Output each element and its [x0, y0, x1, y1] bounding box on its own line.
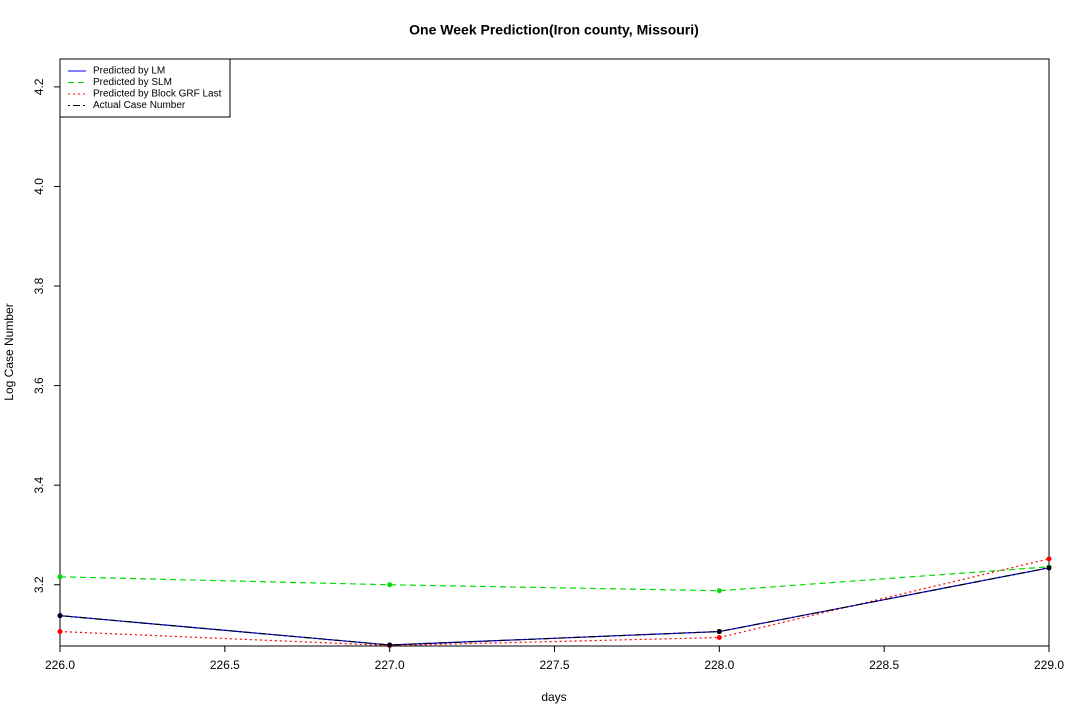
y-axis-label: Log Case Number	[2, 303, 16, 400]
x-tick-label: 228.5	[869, 658, 899, 672]
point	[1046, 556, 1052, 562]
point	[716, 635, 722, 641]
point	[716, 629, 722, 635]
legend-box	[59, 58, 231, 118]
y-tick-label: 3.8	[32, 277, 46, 294]
legend-label: Predicted by Block GRF Last	[93, 89, 222, 100]
legend-label: Actual Case Number	[93, 100, 186, 111]
plot-frame	[59, 58, 1050, 647]
series-line	[59, 567, 1050, 646]
x-tick-label: 226.5	[210, 658, 240, 672]
y-tick-label: 3.2	[32, 576, 46, 593]
legend-label: Predicted by SLM	[93, 77, 172, 88]
series-line	[59, 566, 1050, 592]
point	[57, 629, 63, 635]
x-axis-label: days	[541, 690, 566, 704]
point	[57, 613, 63, 619]
point	[387, 642, 393, 648]
y-tick-label: 4.2	[32, 78, 46, 95]
x-tick-label: 228.0	[704, 658, 734, 672]
point	[716, 588, 722, 594]
y-tick-label: 4.0	[32, 178, 46, 195]
chart-title: One Week Prediction(Iron county, Missour…	[409, 22, 699, 38]
point	[387, 582, 393, 588]
y-tick-label: 3.6	[32, 377, 46, 394]
point	[57, 574, 63, 580]
x-tick-label: 226.0	[45, 658, 75, 672]
series-line	[59, 567, 1050, 646]
x-tick-label: 227.5	[539, 658, 569, 672]
series-line	[59, 558, 1050, 647]
y-tick-label: 3.4	[32, 477, 46, 494]
legend-label: Predicted by LM	[93, 66, 165, 77]
x-tick-label: 229.0	[1034, 658, 1064, 672]
x-tick-label: 227.0	[375, 658, 405, 672]
point	[1046, 565, 1052, 571]
